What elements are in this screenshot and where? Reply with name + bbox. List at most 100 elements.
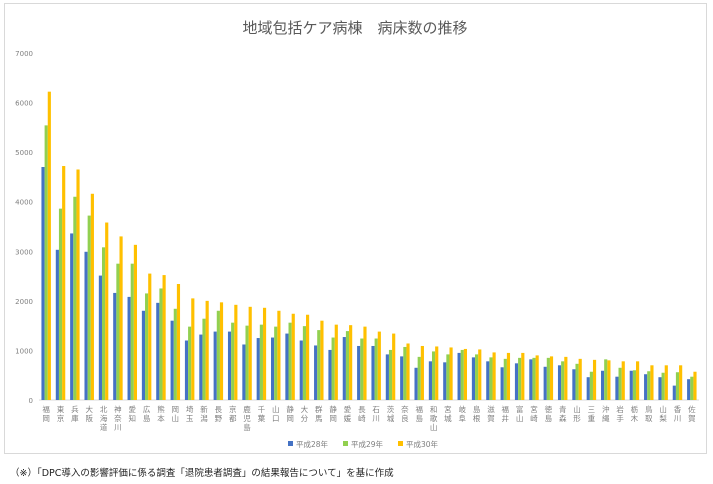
bar (604, 359, 608, 400)
x-tick-label: 島根 (473, 404, 481, 423)
bar (62, 166, 66, 400)
bar (127, 296, 131, 400)
legend-label: 平成30年 (406, 439, 439, 449)
x-tick-label: 群馬 (315, 404, 323, 423)
bar (543, 366, 547, 400)
bar (320, 320, 324, 400)
bar (87, 215, 91, 400)
x-tick-label: 大阪 (85, 404, 93, 423)
bars (41, 91, 697, 401)
legend-label: 平成28年 (296, 439, 329, 449)
legend-label: 平成29年 (351, 439, 384, 449)
bar (549, 356, 554, 400)
bar (475, 354, 479, 400)
x-tick-label: 山口 (272, 404, 280, 423)
bar (414, 367, 418, 400)
bar (119, 236, 123, 400)
bar (274, 326, 278, 400)
bar (489, 357, 493, 400)
bar (256, 338, 260, 400)
bar (514, 363, 519, 400)
bar (291, 313, 295, 400)
x-tick-label: 鳥取 (645, 404, 653, 423)
y-tick-label: 7000 (15, 50, 33, 58)
bar (564, 356, 568, 400)
x-tick-label: 兵庫 (71, 404, 79, 423)
legend-swatch (288, 441, 293, 446)
bar (259, 324, 263, 400)
bar (349, 325, 353, 400)
bar (572, 369, 576, 400)
y-tick-label: 6000 (15, 100, 33, 108)
x-tick-label: 岡山 (172, 405, 180, 423)
x-tick-label: 奈良 (401, 404, 409, 423)
chart-frame: 地域包括ケア病棟 病床数の推移 0 1000 2000 3000 4000 5000 600… (4, 3, 707, 454)
bar (578, 358, 582, 400)
bar (449, 347, 453, 400)
x-tick-label: 岩手 (616, 404, 624, 423)
bar (586, 377, 590, 400)
bar (417, 356, 421, 400)
x-tick-label: 熊本 (157, 404, 165, 423)
bar (277, 310, 281, 400)
bar (443, 362, 447, 400)
x-tick-label: 福井 (502, 405, 510, 423)
bar (133, 244, 137, 400)
x-tick-label: 香川 (674, 404, 682, 423)
x-tick-label: 徳島 (545, 404, 553, 423)
x-tick-label: 富山 (516, 404, 524, 423)
bar (173, 308, 177, 400)
y-tick-label: 2000 (15, 298, 33, 306)
bar (47, 91, 51, 401)
bar (388, 349, 393, 400)
x-tick-label: 沖縄 (602, 404, 610, 423)
bar (101, 247, 106, 400)
bar (636, 361, 640, 400)
bar (385, 354, 389, 400)
x-tick-label: 愛知 (129, 404, 137, 423)
footnote: （※）「DPC導入の影響評価に係る調査「退院患者調査」の結果報告について」を基に… (10, 468, 394, 479)
y-tick-label: 0 (29, 397, 33, 405)
bar (231, 322, 235, 400)
bar (457, 352, 461, 400)
x-tick-label: 愛媛 (344, 404, 352, 423)
bar (44, 125, 48, 401)
x-tick-label: 千葉 (258, 404, 266, 423)
bar (460, 349, 464, 400)
bar (471, 357, 476, 400)
x-tick-label: 三重 (588, 405, 596, 423)
bar (518, 357, 522, 400)
x-tick-label: 福岡 (42, 405, 50, 423)
bar (76, 169, 80, 400)
x-tick-label: 栃木 (631, 404, 639, 423)
bar (317, 330, 321, 400)
bar (242, 344, 246, 400)
x-tick-label: 新潟 (200, 404, 208, 423)
bar (589, 371, 593, 400)
bar (592, 359, 597, 400)
bar (575, 363, 579, 400)
bar (664, 365, 668, 400)
bar (403, 346, 407, 400)
bar (406, 343, 410, 400)
bar (84, 251, 88, 400)
x-tick-label: 山梨 (659, 404, 667, 423)
bar (176, 284, 181, 400)
bar (202, 318, 206, 400)
bar (306, 314, 310, 400)
x-tick-label: 福島 (415, 405, 423, 423)
bar (478, 349, 482, 400)
bar (420, 345, 424, 400)
bar (690, 376, 694, 400)
x-tick-label: 滋賀 (487, 404, 495, 423)
bar (400, 356, 404, 400)
x-tick-label: 青森 (559, 404, 567, 423)
bar (73, 196, 77, 400)
bar (503, 358, 507, 400)
bar (521, 352, 525, 400)
bar (245, 325, 249, 400)
bar (162, 275, 166, 400)
x-tick-label: 京都 (229, 404, 237, 423)
bar (618, 367, 622, 400)
y-tick-label: 3000 (15, 248, 33, 256)
